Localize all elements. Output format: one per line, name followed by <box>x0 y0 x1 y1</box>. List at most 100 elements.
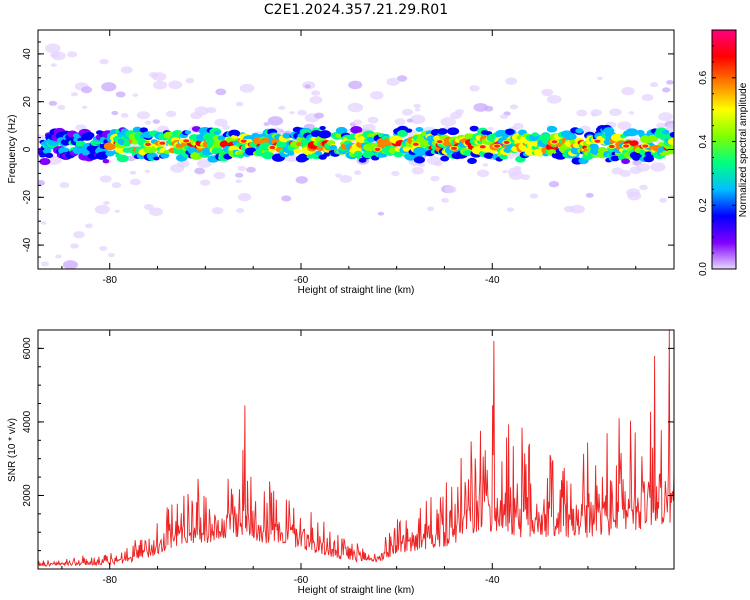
spectrogram-hot-blob <box>240 139 247 143</box>
spectrogram-noise-blob <box>57 104 66 110</box>
spectrogram-noise-blob <box>70 92 78 97</box>
spectrogram-x-tick-label: -40 <box>485 275 500 286</box>
spectrogram-hot-blob <box>144 142 151 146</box>
spectrogram-noise-blob <box>206 107 217 114</box>
spectrogram-noise-blob <box>469 85 480 92</box>
spectrogram-noise-blob <box>149 207 164 216</box>
spectrogram-band-blob <box>233 131 240 136</box>
spectrogram-noise-blob <box>152 119 161 124</box>
spectrogram-band-blob <box>447 127 460 136</box>
spectrogram-noise-blob <box>129 178 141 186</box>
spectrogram-noise-blob <box>391 170 400 177</box>
spectrogram-band-blob <box>44 152 54 159</box>
spectrogram-y-tick-label: 40 <box>22 48 33 60</box>
spectrogram-noise-blob <box>621 87 635 96</box>
spectrogram-band-blob <box>139 127 148 133</box>
spectrogram-hot-blob <box>494 144 501 148</box>
spectrogram-noise-blob <box>132 93 139 97</box>
spectrogram-noise-blob <box>197 159 212 168</box>
spectrogram-noise-blob <box>401 108 414 116</box>
spectrogram-noise-blob <box>339 175 353 183</box>
spectrogram-noise-blob <box>99 175 112 183</box>
snr-y-tick-label: 6000 <box>22 337 33 360</box>
spectrogram-band-blob <box>39 157 51 166</box>
spectrogram-noise-blob <box>505 77 518 85</box>
spectrogram-band-blob <box>293 148 302 154</box>
spectrogram-band-blob <box>217 135 226 141</box>
spectrogram-y-tick-label: -20 <box>22 190 33 205</box>
spectrogram-band-blob <box>231 134 238 140</box>
spectrogram-band-blob <box>661 150 670 156</box>
spectrogram-band-blob <box>131 139 139 145</box>
spectrogram-noise-blob <box>165 110 177 118</box>
snr-x-tick-label: -60 <box>294 575 309 586</box>
snr-y-tick-label: 4000 <box>22 410 33 433</box>
spectrogram-noise-blob <box>529 193 539 199</box>
spectrogram-noise-blob <box>406 118 413 123</box>
spectrogram-noise-blob <box>476 169 490 178</box>
spectrogram-noise-blob <box>235 172 244 178</box>
spectrogram-noise-blob <box>148 72 159 78</box>
spectrogram-band-blob <box>214 130 221 135</box>
spectrogram-band-blob <box>191 126 201 132</box>
spectrogram-band-blob <box>667 148 674 155</box>
colorbar-ticks: 0.0 0.2 0.4 0.6 <box>698 45 736 276</box>
snr-frame <box>37 329 675 570</box>
chart-title: C2E1.2024.357.21.29.R01 <box>263 2 449 18</box>
snr-y-tick-label: 2000 <box>22 484 33 507</box>
spectrogram-band-blob <box>415 126 424 133</box>
snr-y-label: SNR (10 * v/v) <box>7 418 18 482</box>
spectrogram-noise-blob <box>414 108 421 112</box>
spectrogram-y-tick-label: -40 <box>22 237 33 252</box>
spectrogram-noise-blob <box>666 80 674 85</box>
spectrogram-band-blob <box>282 132 292 139</box>
spectrogram-noise-blob <box>213 171 226 180</box>
spectrogram-band-blob <box>153 156 160 161</box>
spectrogram-band-blob <box>75 140 86 147</box>
spectrogram-band-blob <box>629 140 639 147</box>
spectrogram-noise-blob <box>59 182 70 189</box>
colorbar: 0.0 0.2 0.4 0.6 Normalized spectral amplitu… <box>698 29 749 276</box>
spectrogram-hot-blob <box>479 145 486 149</box>
spectrogram-noise-blob <box>509 104 519 110</box>
spectrogram-noise-blob <box>114 209 120 213</box>
spectrogram-noise-blob <box>650 162 666 172</box>
spectrogram-noise-blob <box>362 123 376 133</box>
spectrogram-hot-blob <box>183 139 190 143</box>
spectrogram-band-blob <box>565 133 577 141</box>
spectrogram-noise-blob <box>48 100 58 106</box>
spectrogram-noise-blob <box>658 112 673 122</box>
spectrogram-hot-blob <box>436 140 443 144</box>
spectrogram-band-blob <box>335 126 348 135</box>
spectrogram-noise-blob <box>38 180 46 187</box>
spectrogram-noise-blob <box>44 43 61 54</box>
spectrogram-noise-blob <box>239 83 255 93</box>
snr-x-tick-label: -80 <box>103 575 118 586</box>
spectrogram-noise-blob <box>659 197 668 203</box>
spectrogram-noise-blob <box>215 88 227 96</box>
spectrogram-noise-blob <box>246 166 256 173</box>
spectrogram-hot-blob <box>503 140 510 144</box>
spectrogram-noise-blob <box>430 175 440 182</box>
spectrogram-noise-blob <box>502 170 508 174</box>
spectrogram-noise-blob <box>120 66 133 74</box>
spectrogram-noise-blob <box>40 221 47 225</box>
spectrogram-band-blob <box>437 128 448 135</box>
spectrogram-band-blob <box>413 156 426 164</box>
snr-x-label: Height of straight line (km) <box>298 585 415 596</box>
colorbar-gradient <box>711 29 737 270</box>
spectrogram-band-blob <box>116 154 129 163</box>
spectrogram-noise-blob <box>309 95 323 104</box>
spectrogram-hot-blob <box>412 142 419 146</box>
spectrogram-noise-blob <box>413 103 421 109</box>
spectrogram-noise-blob <box>120 112 129 118</box>
spectrogram-noise-blob <box>367 116 379 124</box>
spectrogram-noise-blob <box>347 102 364 113</box>
spectrogram-band-blob <box>610 155 620 162</box>
spectrogram-band-blob <box>350 125 363 134</box>
spectrogram-noise-blob <box>50 63 57 67</box>
spectrogram-noise-blob <box>200 179 211 186</box>
spectrogram-noise-blob <box>628 111 635 115</box>
spectrogram-band-blob <box>661 129 670 135</box>
